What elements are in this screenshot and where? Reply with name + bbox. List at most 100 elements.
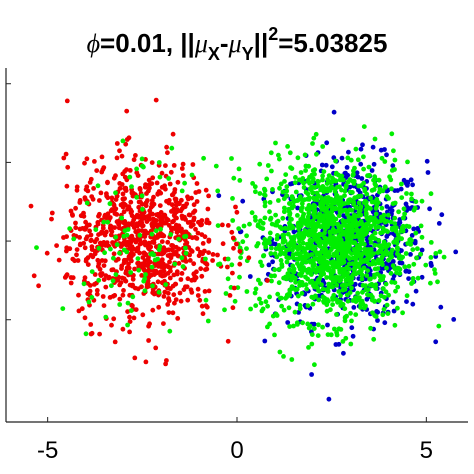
data-point-series-2 bbox=[104, 193, 109, 199]
data-point-series-2 bbox=[200, 251, 206, 257]
data-point-series-1 bbox=[306, 345, 311, 350]
data-point-series-1 bbox=[276, 243, 282, 248]
data-point-series-1 bbox=[338, 293, 343, 298]
data-point-series-2 bbox=[120, 292, 126, 298]
data-point-series-1 bbox=[301, 254, 307, 260]
data-point-series-2 bbox=[94, 168, 100, 174]
data-point-series-2 bbox=[185, 194, 190, 200]
data-point-series-1 bbox=[412, 205, 418, 211]
data-point-series-1 bbox=[311, 326, 317, 331]
data-point-series-2 bbox=[64, 98, 70, 104]
data-point-series-0 bbox=[319, 162, 325, 168]
data-point-series-1 bbox=[286, 305, 292, 311]
data-point-series-2 bbox=[140, 255, 146, 260]
data-point-series-1 bbox=[409, 196, 414, 202]
data-point-series-1 bbox=[358, 183, 364, 189]
data-point-series-1 bbox=[357, 242, 363, 248]
data-point-series-2 bbox=[163, 186, 168, 192]
data-point-series-2 bbox=[167, 259, 172, 265]
data-point-series-1 bbox=[372, 181, 378, 187]
data-point-series-2 bbox=[183, 284, 188, 290]
data-point-series-2 bbox=[130, 276, 136, 282]
data-point-series-1 bbox=[396, 209, 401, 215]
data-point-series-1 bbox=[262, 186, 267, 192]
data-point-series-0 bbox=[419, 247, 425, 253]
data-point-series-1 bbox=[400, 310, 405, 316]
data-point-series-1 bbox=[359, 276, 365, 282]
data-point-series-3 bbox=[134, 194, 140, 200]
data-point-series-3 bbox=[176, 236, 182, 242]
data-point-series-2 bbox=[109, 267, 115, 273]
data-point-series-1 bbox=[348, 341, 354, 347]
data-point-series-1 bbox=[289, 273, 295, 279]
data-point-series-2 bbox=[100, 294, 106, 299]
data-point-series-1 bbox=[388, 250, 394, 256]
data-point-series-0 bbox=[410, 301, 416, 307]
data-point-series-1 bbox=[290, 285, 296, 291]
data-point-series-1 bbox=[362, 305, 367, 311]
data-point-series-1 bbox=[369, 297, 375, 303]
data-point-series-1 bbox=[366, 164, 372, 170]
data-point-series-2 bbox=[130, 282, 136, 288]
data-point-series-1 bbox=[388, 177, 394, 183]
data-point-series-1 bbox=[260, 220, 266, 226]
data-point-series-1 bbox=[276, 152, 281, 158]
data-point-series-0 bbox=[355, 174, 361, 180]
data-point-series-2 bbox=[203, 303, 209, 309]
data-point-series-2 bbox=[196, 253, 202, 259]
data-point-series-0 bbox=[350, 333, 356, 339]
data-point-series-1 bbox=[304, 286, 310, 292]
data-point-series-3 bbox=[149, 264, 155, 270]
data-point-series-2 bbox=[231, 245, 236, 251]
data-point-series-3 bbox=[169, 145, 175, 151]
data-point-series-3 bbox=[121, 247, 127, 253]
data-point-series-1 bbox=[313, 294, 318, 300]
data-point-series-3 bbox=[229, 156, 234, 161]
data-point-series-2 bbox=[190, 162, 196, 167]
data-point-series-2 bbox=[114, 155, 120, 161]
data-point-series-1 bbox=[269, 168, 274, 174]
data-point-series-2 bbox=[129, 258, 134, 264]
data-point-series-1 bbox=[319, 264, 325, 269]
data-point-series-1 bbox=[415, 275, 421, 281]
data-point-series-2 bbox=[122, 174, 128, 180]
data-point-series-1 bbox=[293, 279, 298, 285]
data-point-series-1 bbox=[312, 262, 317, 268]
data-point-series-2 bbox=[120, 171, 126, 177]
data-point-series-2 bbox=[140, 312, 146, 318]
data-point-series-1 bbox=[257, 191, 263, 196]
data-point-series-1 bbox=[380, 225, 386, 231]
data-point-series-1 bbox=[275, 291, 281, 297]
chart-title: ϕ=0.01, ||μX-μY||2=5.03825 bbox=[87, 24, 388, 64]
data-point-series-2 bbox=[64, 248, 69, 254]
data-point-series-1 bbox=[282, 179, 287, 184]
data-point-series-3 bbox=[95, 183, 101, 189]
data-point-series-1 bbox=[267, 235, 273, 241]
data-point-series-3 bbox=[60, 306, 66, 311]
data-point-series-1 bbox=[376, 238, 382, 243]
data-point-series-1 bbox=[300, 259, 306, 264]
data-point-series-1 bbox=[320, 201, 326, 207]
data-point-series-2 bbox=[119, 182, 125, 187]
data-point-series-2 bbox=[156, 251, 162, 257]
data-point-series-3 bbox=[71, 236, 77, 242]
data-point-series-3 bbox=[252, 214, 258, 220]
data-point-series-0 bbox=[311, 321, 317, 327]
data-point-series-2 bbox=[204, 261, 209, 267]
data-point-series-1 bbox=[379, 205, 385, 211]
data-point-series-0 bbox=[390, 299, 396, 305]
data-point-series-1 bbox=[281, 307, 287, 313]
data-point-series-2 bbox=[146, 274, 152, 280]
data-point-series-2 bbox=[183, 217, 188, 222]
data-point-series-1 bbox=[316, 277, 322, 283]
data-point-series-2 bbox=[99, 258, 105, 263]
data-point-series-3 bbox=[182, 180, 188, 186]
data-point-series-1 bbox=[263, 244, 269, 250]
data-point-series-1 bbox=[222, 307, 227, 313]
data-point-series-2 bbox=[149, 181, 155, 187]
data-point-series-2 bbox=[115, 277, 120, 283]
data-point-series-1 bbox=[334, 184, 340, 190]
data-point-series-3 bbox=[130, 294, 136, 300]
data-point-series-1 bbox=[406, 263, 412, 269]
data-point-series-1 bbox=[306, 210, 312, 216]
